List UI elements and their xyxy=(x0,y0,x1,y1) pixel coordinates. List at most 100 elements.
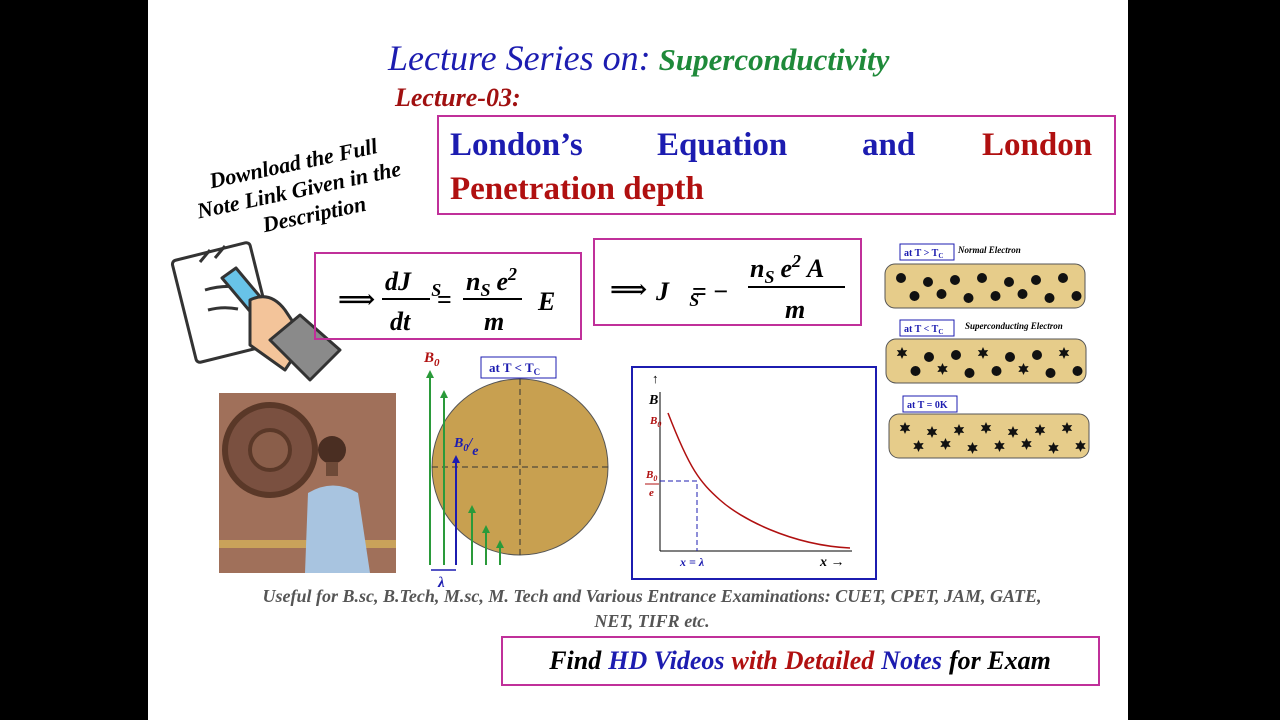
cooper-pair xyxy=(977,347,989,359)
cooper-pair xyxy=(1048,442,1059,454)
subscript: C xyxy=(534,367,541,377)
word: HD Videos xyxy=(607,646,724,675)
numerator: nS e2 A⃗ xyxy=(750,251,845,287)
word: Notes xyxy=(880,646,942,675)
superscript: 2 xyxy=(791,251,801,271)
superscript: 2 xyxy=(507,264,517,284)
cooper-pair xyxy=(994,440,1005,452)
electron xyxy=(1045,368,1056,378)
electron xyxy=(1058,273,1068,283)
text: at T > T xyxy=(904,248,939,259)
electron xyxy=(963,293,974,303)
cooper-pair xyxy=(937,363,948,375)
footer-line: Useful for B.sc, B.Tech, M.sc, M. Tech a… xyxy=(263,586,1042,606)
writing-icon xyxy=(170,241,342,382)
symbol: E⃗ xyxy=(537,287,576,316)
equation-2: ⟹ J⃗S = − nS e2 A⃗ m xyxy=(610,251,845,324)
symbol: B xyxy=(649,415,657,427)
conductor xyxy=(885,338,1087,384)
electron xyxy=(977,273,987,283)
word: with xyxy=(732,646,778,675)
electron xyxy=(923,277,933,287)
superconductor xyxy=(431,378,609,556)
symbol: e xyxy=(496,267,508,296)
temp-label: at T < TC xyxy=(489,360,540,377)
subscript: 0 xyxy=(434,357,440,369)
electron xyxy=(1005,352,1015,362)
series-label: Lecture Series on: xyxy=(387,38,651,78)
arrow-head xyxy=(468,505,476,513)
temp-box xyxy=(902,395,958,413)
lhs: J⃗S xyxy=(655,277,699,310)
denominator: m xyxy=(785,295,805,324)
word: London xyxy=(982,127,1092,163)
subscript: S xyxy=(431,280,441,300)
cooper-pair xyxy=(913,440,924,452)
electron xyxy=(1071,291,1082,301)
electron xyxy=(1031,275,1041,285)
symbol: e xyxy=(780,254,792,283)
equals: = − xyxy=(692,277,728,306)
subscript: 0 xyxy=(463,443,468,454)
electron xyxy=(936,289,947,299)
word: London’s xyxy=(450,127,583,163)
subscript: C xyxy=(938,252,943,260)
conductor xyxy=(888,413,1090,459)
cooper-pair xyxy=(953,424,965,436)
subscript: 0 xyxy=(653,474,657,483)
cooper-pair xyxy=(1018,363,1029,375)
cooper-pair xyxy=(967,442,978,454)
electron-panels: at T > TC Normal Electron at T < TC Supe… xyxy=(884,243,1090,459)
note: Superconducting Electron xyxy=(965,321,1063,331)
implies: ⟹ xyxy=(338,285,375,314)
denominator: m xyxy=(484,307,504,336)
arrow-head xyxy=(482,525,490,533)
equation-box xyxy=(314,252,582,340)
inner-label: B0/e xyxy=(453,436,478,459)
electron xyxy=(1004,277,1014,287)
numerator: nS e2 xyxy=(466,264,517,300)
cooper-pair xyxy=(1021,438,1032,450)
electron xyxy=(1017,289,1028,299)
title: Lecture Series on: Superconductivity xyxy=(387,38,890,78)
conductor xyxy=(884,263,1086,309)
graph-frame xyxy=(631,366,877,580)
text: at T < T xyxy=(489,360,534,375)
equals: = xyxy=(437,285,452,314)
electron xyxy=(909,291,920,301)
temp-label: at T < TC xyxy=(904,324,943,336)
electron xyxy=(951,350,961,360)
cooper-pair xyxy=(926,426,938,438)
symbol: n xyxy=(466,267,480,296)
electron xyxy=(1044,293,1055,303)
symbol: B xyxy=(453,436,463,451)
topic: Superconductivity xyxy=(659,42,890,77)
lecture-number: Lecture-03: xyxy=(394,83,521,112)
note: Normal Electron xyxy=(957,245,1021,255)
y-mid-den: e xyxy=(649,487,654,499)
denominator: dt xyxy=(390,307,411,336)
equation-box xyxy=(593,238,862,326)
y-arrow: ↑ xyxy=(652,371,659,386)
x-mark: x = λ xyxy=(679,555,705,569)
decay-curve xyxy=(667,412,851,549)
temp-box xyxy=(899,243,955,261)
symbol: e xyxy=(472,444,478,459)
banner-box xyxy=(501,636,1100,686)
symbol: dJ⃗ xyxy=(385,267,431,296)
symbol: B xyxy=(423,350,434,366)
depth-label: λ xyxy=(437,575,445,591)
x-label: x → xyxy=(819,555,845,570)
cooper-pair xyxy=(896,347,908,359)
symbol: A⃗ xyxy=(805,254,845,283)
electron xyxy=(910,366,921,376)
arrow-head xyxy=(440,390,448,398)
decay-graph: ↑ B B0 B0 e x = λ x → xyxy=(631,366,877,580)
title-box xyxy=(437,115,1116,215)
arrow-head xyxy=(426,370,434,378)
cooper-pair xyxy=(1058,347,1070,359)
guide xyxy=(660,480,698,551)
word: for Exam xyxy=(949,646,1051,675)
